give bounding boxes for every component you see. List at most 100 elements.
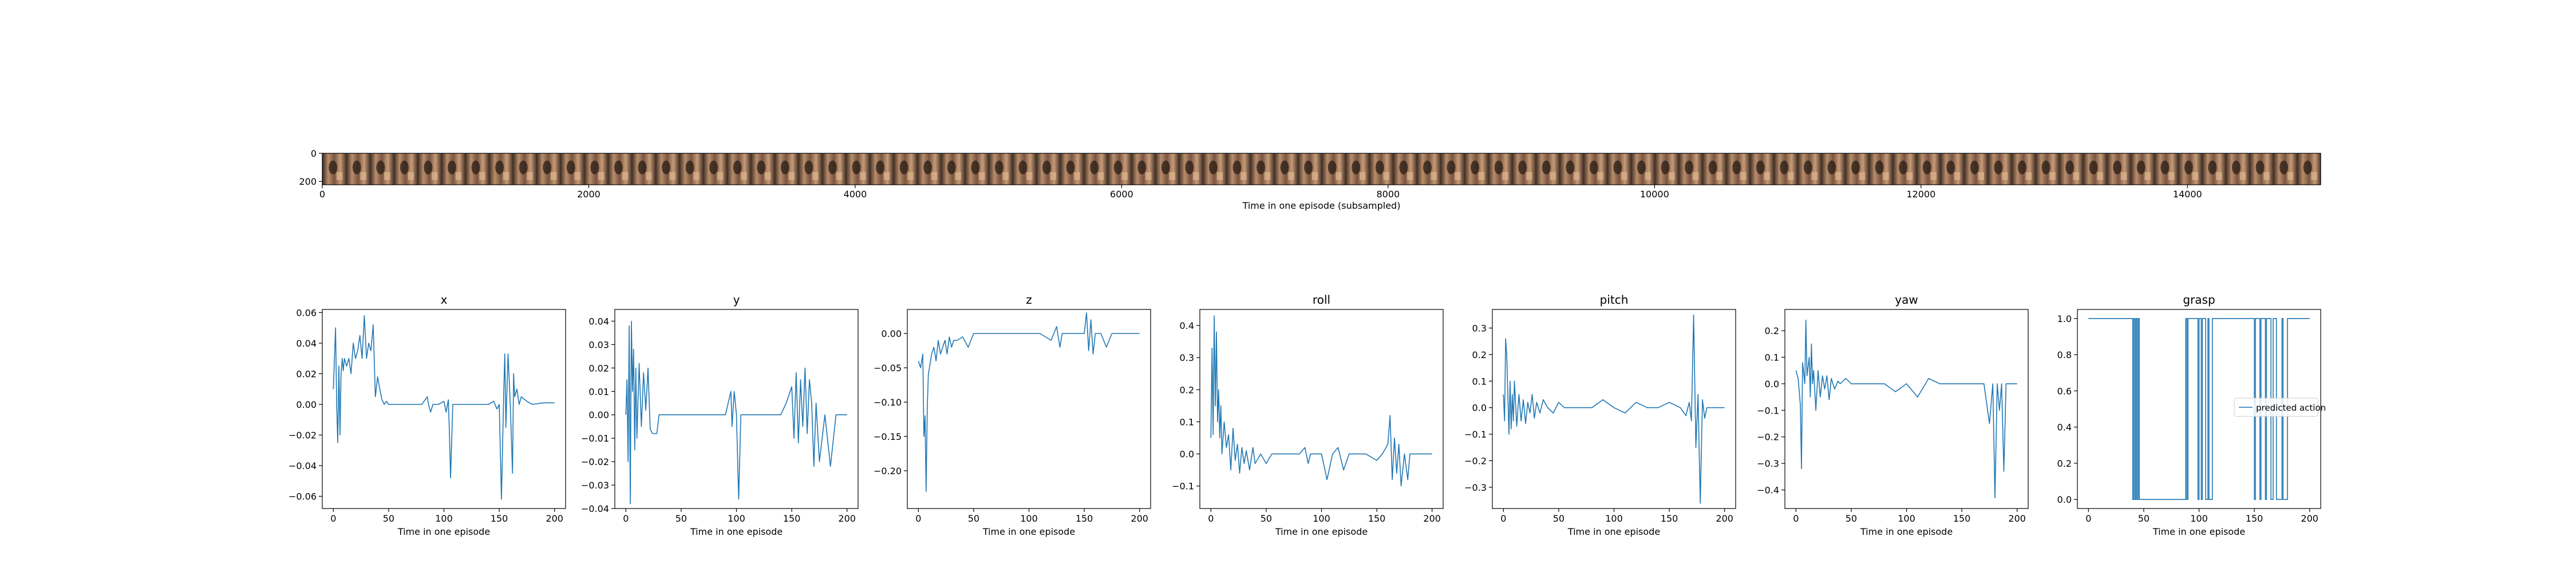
image-frame-object-21 [836, 172, 843, 180]
y-tick-label: 0.06 [296, 307, 317, 318]
image-frame-object-48 [1478, 172, 1485, 180]
image-frame-gripper-69 [1970, 160, 1979, 174]
x-tick-label: 150 [1076, 513, 1093, 524]
image-frame-gripper-35 [1161, 160, 1170, 174]
image-frame-object-6 [479, 172, 485, 180]
subplot-pitch: 0 50 100 150 200 −0.3 −0.2 −0.1 0.0 0.1 0.2 0.3 pitc… [1464, 293, 1736, 537]
image-frame-gripper-2 [376, 160, 385, 174]
image-frame-gripper-72 [2041, 160, 2050, 174]
image-frame-object-77 [2168, 172, 2175, 180]
strip-x-axis-label: Time in one episode (subsampled) [1242, 200, 1401, 211]
image-frame-gripper-30 [1042, 160, 1051, 174]
x-tick-label: 0 [915, 513, 921, 524]
y-tick-label: −0.1 [1464, 429, 1487, 440]
x-tick-label: 100 [1020, 513, 1038, 524]
x-axis-label: Time in one episode [1275, 526, 1368, 537]
image-frame-object-62 [1811, 172, 1818, 180]
axes-frame [907, 309, 1151, 509]
image-frame-object-15 [693, 172, 700, 180]
series-line-y-0 [625, 320, 847, 505]
image-frame-gripper-27 [971, 160, 980, 174]
y-tick-label: 0.02 [296, 368, 317, 379]
image-frame-gripper-19 [780, 160, 789, 174]
y-tick-label: −0.05 [874, 363, 902, 374]
image-frame-gripper-43 [1352, 160, 1361, 174]
x-axis-label: Time in one episode [2152, 526, 2245, 537]
image-frame-object-78 [2192, 172, 2198, 180]
image-frame-object-57 [1692, 172, 1699, 180]
y-tick-label: 0.04 [296, 338, 317, 349]
series-line-z-0 [918, 312, 1140, 492]
image-frame-object-28 [1002, 172, 1009, 180]
image-frame-gripper-63 [1827, 160, 1836, 174]
image-frame-object-63 [1835, 172, 1842, 180]
axes-frame [1784, 309, 2029, 509]
subplot-title: y [733, 293, 740, 307]
image-frame-object-83 [2311, 172, 2317, 180]
y-tick-label: 0.00 [881, 328, 902, 339]
image-frame-gripper-29 [1018, 160, 1028, 174]
x-tick-label: 0 [330, 513, 336, 524]
y-tick-label: −0.1 [1757, 405, 1779, 416]
image-frame-gripper-24 [899, 160, 908, 174]
y-tick-label: 0.4 [1180, 320, 1194, 331]
image-frame-gripper-4 [424, 160, 433, 174]
image-frame-gripper-78 [2184, 160, 2193, 174]
y-tick-label: −0.02 [581, 456, 609, 467]
x-tick-label: 200 [1131, 513, 1148, 524]
image-frame-object-60 [1764, 172, 1770, 180]
image-frame-object-13 [646, 172, 652, 180]
image-frame-object-40 [1288, 172, 1294, 180]
image-frame-object-22 [860, 172, 866, 180]
y-tick-label: 0.0 [2057, 494, 2072, 505]
image-frame-gripper-9 [543, 160, 552, 174]
image-frame-gripper-83 [2303, 160, 2312, 174]
x-tick-label: 200 [546, 513, 563, 524]
image-frame-object-42 [1336, 172, 1342, 180]
y-tick-label: 0.02 [588, 363, 609, 374]
image-frame-gripper-74 [2089, 160, 2098, 174]
image-frame-gripper-13 [638, 160, 647, 174]
axes-frame [322, 309, 566, 509]
image-frame-object-82 [2287, 172, 2294, 180]
image-frame-object-38 [1240, 172, 1247, 180]
image-frame-gripper-28 [994, 160, 1003, 174]
image-frame-gripper-16 [709, 160, 718, 174]
series-line-roll-0 [1210, 315, 1432, 487]
subplot-title: x [441, 293, 448, 307]
y-tick-label: 0.1 [1180, 416, 1194, 427]
x-tick-label: 0 [1208, 513, 1214, 524]
image-frame-gripper-6 [471, 160, 480, 174]
image-frame-gripper-61 [1780, 160, 1789, 174]
image-frame-gripper-20 [804, 160, 813, 174]
x-tick-label: 0 [2085, 513, 2091, 524]
image-frame-gripper-56 [1661, 160, 1670, 174]
image-frame-object-8 [527, 172, 533, 180]
series-line-x-0 [333, 315, 555, 500]
image-frame-gripper-81 [2255, 160, 2265, 174]
image-frame-object-41 [1311, 172, 1318, 180]
image-frame-object-49 [1502, 172, 1508, 180]
subplot-y: 0 50 100 150 200 −0.04 −0.03 −0.02 −0.01 0.00 0.01… [581, 293, 859, 537]
x-tick-label: 50 [383, 513, 394, 524]
subplot-roll: 0 50 100 150 200 −0.1 0.0 0.1 0.2 0.3 0.4 roll Time … [1172, 293, 1444, 537]
image-frame-object-7 [503, 172, 509, 180]
x-tick-label: 50 [1553, 513, 1564, 524]
image-frame-object-4 [432, 172, 438, 180]
x-tick-label: 100 [1898, 513, 1915, 524]
image-frame-object-50 [1526, 172, 1532, 180]
image-frame-gripper-64 [1851, 160, 1860, 174]
image-frame-object-69 [1978, 172, 1984, 180]
image-frame-gripper-66 [1899, 160, 1908, 174]
image-frame-object-5 [455, 172, 462, 180]
strip-y-tick-label: 200 [299, 176, 317, 187]
y-tick-label: −0.3 [1464, 482, 1487, 493]
image-frame-gripper-45 [1399, 160, 1408, 174]
y-tick-label: 0.03 [588, 339, 609, 350]
y-tick-label: 0.4 [2057, 422, 2072, 433]
subplot-x: 0 50 100 150 200 −0.06 −0.04 −0.02 0.00 0.02 0.04 0… [289, 293, 566, 537]
image-frame-object-1 [360, 172, 366, 180]
y-tick-label: 0.2 [1765, 325, 1779, 336]
image-frame-gripper-17 [733, 160, 742, 174]
image-frame-gripper-32 [1090, 160, 1099, 174]
